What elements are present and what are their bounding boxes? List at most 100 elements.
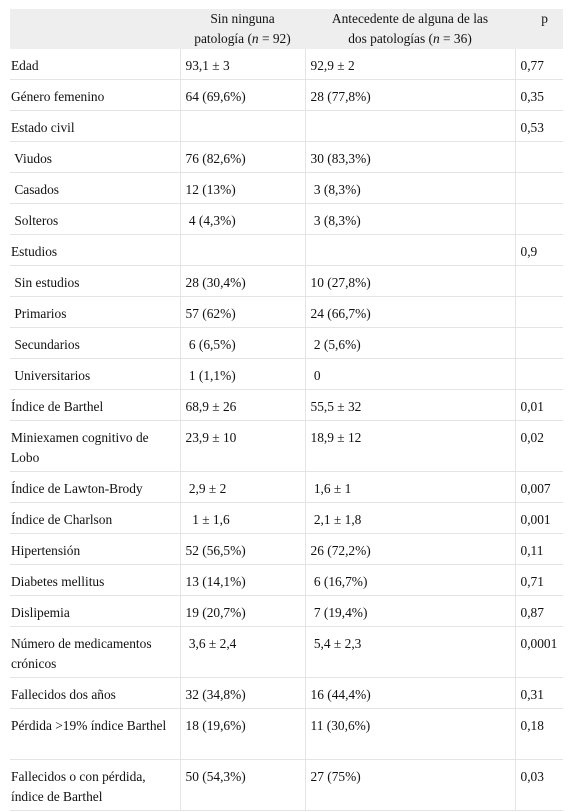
row-label-cell: Dislipemia <box>10 595 180 627</box>
no-pathology-value-cell: 68,9 ± 26 <box>179 389 305 421</box>
table-row: Número de medicamentos crónicos 3,6 ± 2,… <box>10 626 563 678</box>
no-pathology-value-cell: 50 (54,3%) <box>179 759 305 811</box>
no-pathology-value-cell <box>179 234 305 266</box>
table-row: Diabetes mellitus 13 (14,1%) 6 (16,7%) 0,7… <box>10 564 563 596</box>
p-value-cell: 0,18 <box>514 708 563 760</box>
with-pathology-value-cell: 16 (44,4%) <box>304 677 515 709</box>
no-pathology-value-cell: 6 (6,5%) <box>179 327 305 359</box>
header-cell-no-pathology: Sin ninguna patología (n = 92) <box>180 9 305 49</box>
with-pathology-value-cell: 11 (30,6%) <box>304 708 515 760</box>
row-label-cell: Sin estudios <box>10 265 180 297</box>
row-label-cell: Índice de Lawton-Brody <box>10 471 180 503</box>
p-value-cell: 0,03 <box>514 759 563 811</box>
no-pathology-value-cell: 12 (13%) <box>179 172 305 204</box>
with-pathology-value-cell: 10 (27,8%) <box>304 265 515 297</box>
no-pathology-value-cell: 23,9 ± 10 <box>179 420 305 472</box>
p-value-cell <box>514 141 563 173</box>
table-row: Viudos 76 (82,6%) 30 (83,3%) <box>10 141 563 173</box>
header-no-pathology-line1: Sin ninguna <box>210 11 275 26</box>
with-pathology-value-cell: 5,4 ± 2,3 <box>304 626 515 678</box>
p-value-cell <box>514 296 563 328</box>
with-pathology-value-cell: 2 (5,6%) <box>304 327 515 359</box>
no-pathology-value-cell: 1 ± 1,6 <box>179 502 305 534</box>
with-pathology-value-cell: 55,5 ± 32 <box>304 389 515 421</box>
no-pathology-value-cell: 13 (14,1%) <box>179 564 305 596</box>
p-value-cell: 0,0001 <box>514 626 563 678</box>
p-value-cell <box>514 265 563 297</box>
row-label-cell: Miniexamen cognitivo de Lobo <box>10 420 180 472</box>
with-pathology-value-cell: 1,6 ± 1 <box>304 471 515 503</box>
with-pathology-value-cell: 28 (77,8%) <box>304 79 515 111</box>
p-value-cell: 0,001 <box>514 502 563 534</box>
no-pathology-value-cell: 64 (69,6%) <box>179 79 305 111</box>
table-row: Miniexamen cognitivo de Lobo 23,9 ± 10 18,… <box>10 420 563 472</box>
p-value-cell: 0,31 <box>514 677 563 709</box>
p-value-cell: 0,01 <box>514 389 563 421</box>
header-cell-p-value: p <box>541 11 548 26</box>
row-label-cell: Fallecidos o con pérdida, índice de Bart… <box>10 759 180 811</box>
table-row: Solteros 4 (4,3%) 3 (8,3%) <box>10 203 563 235</box>
table-row: Edad 93,1 ± 3 92,9 ± 2 0,77 <box>10 49 563 80</box>
header-cell-label <box>10 9 180 49</box>
table-header: Sin ninguna patología (n = 92) Anteceden… <box>10 9 563 49</box>
table-row: Fallecidos o con pérdida, índice de Bart… <box>10 759 563 811</box>
table-row: Fallecidos dos años 32 (34,8%) 16 (44,4%) 0… <box>10 677 563 709</box>
with-pathology-value-cell <box>304 110 515 142</box>
p-value-cell: 0,007 <box>514 471 563 503</box>
row-label-cell: Solteros <box>10 203 180 235</box>
row-label-cell: Viudos <box>10 141 180 173</box>
p-value-cell: 0,35 <box>514 79 563 111</box>
row-label-cell: Secundarios <box>10 327 180 359</box>
with-pathology-value-cell: 3 (8,3%) <box>304 203 515 235</box>
row-label-cell: Diabetes mellitus <box>10 564 180 596</box>
no-pathology-value-cell: 2,9 ± 2 <box>179 471 305 503</box>
no-pathology-value-cell: 76 (82,6%) <box>179 141 305 173</box>
table-row: Primarios 57 (62%) 24 (66,7%) <box>10 296 563 328</box>
p-value-cell: 0,87 <box>514 595 563 627</box>
with-pathology-value-cell: 18,9 ± 12 <box>304 420 515 472</box>
table-row: Secundarios 6 (6,5%) 2 (5,6%) <box>10 327 563 359</box>
row-label-cell: Número de medicamentos crónicos <box>10 626 180 678</box>
table-row: Índice de Charlson 1 ± 1,6 2,1 ± 1,8 0,00… <box>10 502 563 534</box>
results-table: Sin ninguna patología (n = 92) Anteceden… <box>10 9 563 811</box>
table-row: Estado civil 0,53 <box>10 110 563 142</box>
p-value-cell <box>514 172 563 204</box>
p-value-cell <box>514 358 563 390</box>
header-no-pathology-n: n <box>251 31 259 46</box>
table-row: Hipertensión 52 (56,5%) 26 (72,2%) 0,11 <box>10 533 563 565</box>
header-with-pathology-line1: Antecedente de alguna de las <box>331 11 489 26</box>
no-pathology-value-cell: 18 (19,6%) <box>179 708 305 760</box>
table-row: Pérdida >19% índice Barthel 18 (19,6%) 11 … <box>10 708 563 760</box>
row-label-cell: Estado civil <box>10 110 180 142</box>
no-pathology-value-cell: 19 (20,7%) <box>179 595 305 627</box>
with-pathology-value-cell: 27 (75%) <box>304 759 515 811</box>
row-label-cell: Género femenino <box>10 79 180 111</box>
table-row: Índice de Barthel 68,9 ± 26 55,5 ± 32 0,01 <box>10 389 563 421</box>
row-label-cell: Estudios <box>10 234 180 266</box>
p-value-cell <box>514 203 563 235</box>
p-value-cell: 0,71 <box>514 564 563 596</box>
table-row: Estudios 0,9 <box>10 234 563 266</box>
with-pathology-value-cell: 0 <box>304 358 515 390</box>
with-pathology-value-cell: 24 (66,7%) <box>304 296 515 328</box>
header-cell-with-pathology: Antecedente de alguna de las dos patolog… <box>305 9 515 49</box>
header-with-pathology-line2-post: = 36) <box>439 31 472 46</box>
table-row: Sin estudios 28 (30,4%) 10 (27,8%) <box>10 265 563 297</box>
with-pathology-value-cell: 7 (19,4%) <box>304 595 515 627</box>
p-value-cell: 0,53 <box>514 110 563 142</box>
no-pathology-value-cell: 3,6 ± 2,4 <box>179 626 305 678</box>
row-label-cell: Fallecidos dos años <box>10 677 180 709</box>
row-label-cell: Índice de Barthel <box>10 389 180 421</box>
row-label-cell: Primarios <box>10 296 180 328</box>
no-pathology-value-cell: 32 (34,8%) <box>179 677 305 709</box>
header-row: Sin ninguna patología (n = 92) Anteceden… <box>10 9 563 49</box>
with-pathology-value-cell <box>304 234 515 266</box>
table-row: Dislipemia 19 (20,7%) 7 (19,4%) 0,87 <box>10 595 563 627</box>
p-value-cell: 0,9 <box>514 234 563 266</box>
row-label-cell: Índice de Charlson <box>10 502 180 534</box>
table-body: Edad 93,1 ± 3 92,9 ± 2 0,77 Género femenino 6… <box>10 49 563 811</box>
row-label-cell: Pérdida >19% índice Barthel <box>10 708 180 760</box>
p-value-cell: 0,02 <box>514 420 563 472</box>
p-value-cell <box>514 327 563 359</box>
row-label-cell: Universitarios <box>10 358 180 390</box>
